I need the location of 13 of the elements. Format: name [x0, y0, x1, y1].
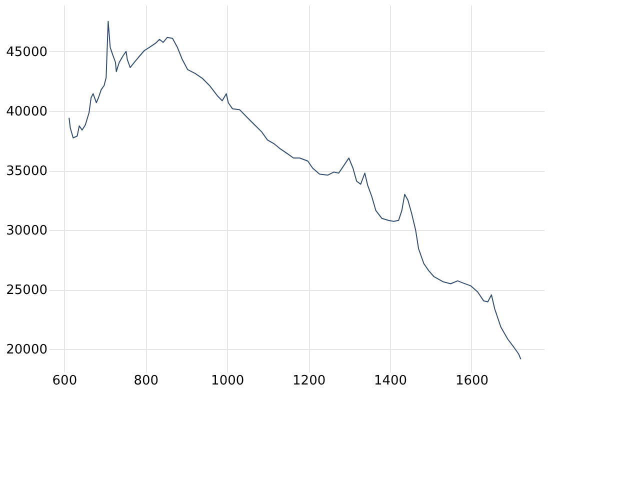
y-tick-label: 30000 [6, 224, 48, 239]
x-tick-label: 1400 [374, 374, 408, 388]
x-tick-label: 1600 [455, 374, 489, 388]
x-tick-label: 1000 [211, 374, 244, 388]
x-tick-label: 1200 [292, 374, 326, 388]
x-tick-label: 600 [52, 374, 78, 388]
y-tick-label: 20000 [6, 342, 48, 358]
y-tick-label: 35000 [6, 164, 48, 180]
y-tick-label: 45000 [6, 44, 48, 60]
y-tick-label: 40000 [6, 104, 48, 120]
line-series [68, 20, 522, 360]
x-tick-label: 800 [134, 374, 159, 388]
y-tick-label: 25000 [6, 283, 48, 298]
